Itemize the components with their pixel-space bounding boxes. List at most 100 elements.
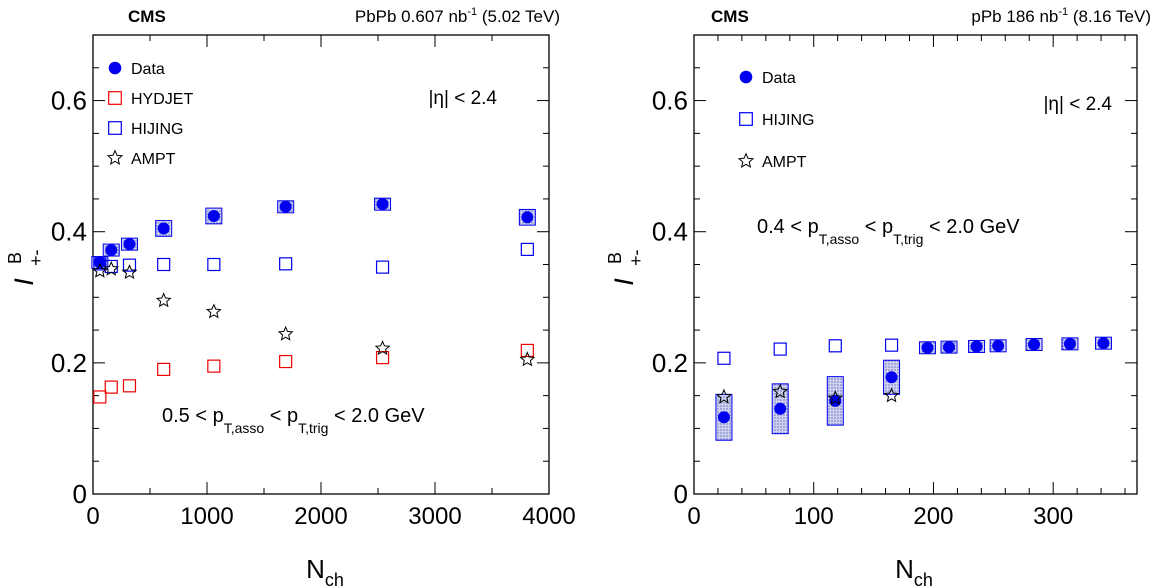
y-tick-label: 0.2 [652,348,688,378]
data-point [921,341,934,354]
legend-label: HIJING [762,112,814,129]
series-ampt [716,383,900,405]
data-point [207,209,220,222]
data-point [121,264,138,280]
legend-label: Data [762,70,796,87]
data-point [205,303,222,319]
data-point [91,262,108,278]
x-axis-title: Nch [895,554,933,588]
y-axis-ticks: 0 0.2 0.4 0.6 [51,34,549,509]
data-marks [715,336,1112,441]
data-point [122,379,137,393]
x-tick-label: 300 [1033,503,1073,530]
data-marks [91,197,536,404]
x-axis-ticks: 0 100 200 300 [687,35,1126,530]
data-point [103,260,120,276]
data-point [93,390,107,404]
legend: Data HYDJET HIJING AMPT [106,61,193,168]
data-point [883,387,900,403]
pt-range-label: 0.4 < pT,asso < pT,trig < 2.0 GeV [757,216,1020,247]
data-point [207,257,221,272]
data-point [374,340,391,356]
eta-cut-label: |η| < 2.4 [1043,94,1112,115]
svg-text:B: B [605,252,625,264]
y-tick-label: 0.4 [652,217,688,247]
data-point [970,340,983,353]
y-axis-ticks: 0 0.2 0.4 0.6 [652,34,1137,509]
data-point [943,341,956,354]
series-data [715,336,1112,441]
data-point [105,244,118,257]
y-tick-label: 0 [674,479,688,509]
data-point [717,351,731,365]
data-point [279,200,292,213]
series-hijing [717,338,899,365]
data-point [1097,337,1110,350]
data-point [520,343,534,357]
data-point [772,383,789,399]
series-hydjet [93,343,534,404]
legend-marker [737,152,755,168]
data-point [104,380,118,394]
data-point [157,257,171,272]
y-tick-label: 0.2 [51,348,87,378]
data-point [277,325,294,341]
series-hijing [93,242,534,274]
data-point [279,354,293,369]
data-point [828,339,842,353]
experiment-label: CMS [128,7,166,26]
y-tick-label: 0 [73,479,87,509]
data-point [773,342,787,356]
x-tick-label: 0 [687,503,700,530]
data-point [93,256,106,269]
data-point [279,257,293,271]
legend-marker [739,112,753,126]
svg-text:+-: +- [626,249,646,266]
legend-marker [108,91,122,105]
legend-label: AMPT [131,151,176,168]
x-tick-label: 100 [794,503,834,530]
legend-marker [106,149,124,165]
experiment-label: CMS [711,7,749,26]
data-point [122,258,137,272]
x-tick-label: 200 [913,503,953,530]
y-axis-title: I B +- [5,249,46,285]
x-tick-label: 1000 [180,503,233,530]
chart-panel-pbpb: CMS PbPb 0.607 nb-1 (5.02 TeV) 0 1000 2000… [5,6,576,588]
data-point [774,402,787,415]
pt-range-label: 0.5 < pT,asso < pT,trig < 2.0 GeV [162,405,425,436]
x-tick-label: 0 [86,503,99,530]
y-tick-label: 0.4 [51,217,87,247]
svg-text:I: I [609,278,639,286]
svg-text:B: B [5,252,25,264]
y-axis-title: I B +- [605,249,646,285]
legend-marker [108,61,122,75]
data-point [207,359,221,373]
series-data [91,197,536,270]
data-point [1063,337,1076,350]
data-point [1028,338,1041,351]
data-point [520,242,534,257]
legend-label: Data [131,61,165,78]
data-point [123,238,136,251]
x-tick-label: 3000 [408,503,461,530]
data-point [375,260,390,274]
x-axis-title: Nch [306,554,344,588]
legend-label: HIJING [131,121,183,138]
chart-panel-ppb: CMS pPb 186 nb-1 (8.16 TeV) 0 100 200 300 0… [605,6,1151,588]
x-tick-label: 4000 [522,503,575,530]
legend-label: AMPT [762,154,807,171]
data-point [157,362,171,377]
y-tick-label: 0.6 [51,86,87,116]
series-ampt [91,260,536,367]
eta-cut-label: |η| < 2.4 [428,88,497,109]
y-tick-label: 0.6 [652,86,688,116]
data-point [519,351,536,367]
data-point [376,198,389,211]
legend-marker [108,121,122,135]
svg-text:+-: +- [26,249,46,266]
legend-marker [739,70,753,84]
data-point [716,388,732,404]
data-point [157,222,170,235]
